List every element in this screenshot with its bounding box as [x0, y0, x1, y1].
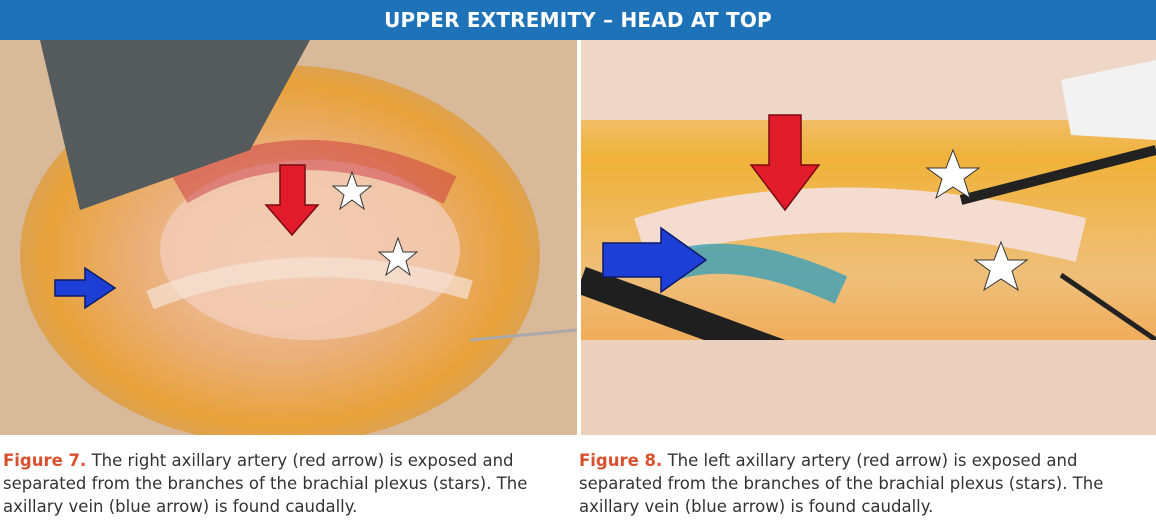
surgical-photo	[0, 40, 577, 435]
surgical-photo	[581, 40, 1156, 435]
figure-label: Figure 8.	[579, 451, 663, 470]
figure-label: Figure 7.	[3, 451, 87, 470]
header-title: UPPER EXTREMITY – HEAD AT TOP	[0, 0, 1156, 40]
figure-caption: Figure 7. The right axillary artery (red…	[3, 449, 558, 518]
figure-caption: Figure 8. The left axillary artery (red …	[579, 449, 1151, 518]
caption-text: The right axillary artery (red arrow) is…	[3, 451, 528, 516]
caption-text: The left axillary artery (red arrow) is …	[579, 451, 1104, 516]
